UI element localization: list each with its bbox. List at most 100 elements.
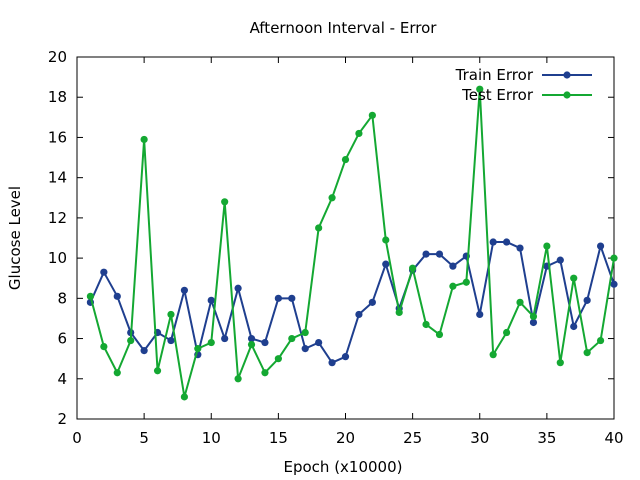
data-point [100,343,108,351]
data-point [368,298,376,306]
axis-ticks: 0 5 10 15 20 25 30 35 40 2 4 6 8 10 12 14 16 18 20 [48,48,624,447]
data-point [489,351,497,359]
data-point [435,330,444,339]
data-point [422,320,430,329]
data-point [596,336,605,345]
y-axis-label: Glucose Level [6,186,24,290]
data-point [596,242,605,250]
data-point [301,345,309,353]
data-point [583,296,591,304]
y-tick-label: 18 [48,88,67,106]
data-point [409,264,417,272]
data-point [315,338,323,347]
data-point [274,294,282,302]
y-tick-label: 6 [57,330,67,348]
data-point [503,238,511,246]
x-tick-label: 30 [470,429,489,447]
data-point [315,224,323,232]
y-tick-label: 20 [48,48,67,66]
data-point [489,238,497,246]
data-point [435,250,444,258]
data-point [140,347,148,355]
x-tick-label: 0 [72,429,82,447]
x-tick-label: 5 [139,429,149,447]
data-point [153,367,162,375]
data-point [516,244,524,252]
data-point [395,308,403,317]
data-point [355,310,363,319]
x-tick-label: 40 [604,429,623,447]
data-point [113,369,121,377]
data-point [543,242,551,250]
data-point [476,310,484,319]
x-tick-label: 25 [403,429,422,447]
data-point [234,375,242,383]
data-point [194,345,202,353]
data-point [247,334,256,343]
x-axis-label: Epoch (x10000) [284,458,403,476]
x-tick-label: 10 [202,429,221,447]
data-point [207,296,215,304]
data-point [328,359,336,367]
y-tick-label: 10 [48,249,67,267]
legend-swatch-marker [563,71,571,79]
y-tick-label: 4 [57,370,67,388]
data-point [328,194,336,202]
data-point [583,349,591,357]
x-tick-label: 35 [537,429,556,447]
data-point [127,336,135,345]
y-tick-label: 2 [57,410,67,428]
data-point [341,155,350,164]
data-point [288,294,296,302]
data-point [382,260,390,268]
data-point [368,111,376,119]
data-point [449,262,457,270]
y-tick-label: 16 [48,128,67,146]
data-point [86,292,95,300]
data-point [100,268,108,276]
legend-swatch-marker [563,91,571,99]
legend: Train Error Test Error [455,66,592,104]
data-point [570,274,578,282]
data-point [556,256,564,264]
data-point [476,85,484,93]
data-point [516,298,524,306]
data-point [610,254,618,262]
data-point [180,286,188,294]
data-point [355,129,363,138]
data-point [207,338,215,347]
data-point [301,328,309,337]
series-0 [86,238,618,367]
data-point [449,282,457,290]
series-line [89,241,615,364]
data-point [382,236,390,244]
data-point [462,278,470,286]
data-point [113,292,121,300]
data-point [529,318,538,327]
y-tick-label: 12 [48,209,67,227]
data-point [234,284,242,292]
x-tick-label: 15 [269,429,288,447]
data-point [570,322,578,331]
legend-label: Train Error [455,66,534,84]
series-line [89,88,615,398]
data-point [247,340,256,349]
data-point [556,359,564,367]
y-tick-label: 14 [48,169,67,187]
data-point [167,336,175,345]
legend-label: Test Error [461,86,534,104]
data-point [341,353,350,361]
data-point [274,355,282,363]
data-point [288,334,296,343]
chart-title: Afternoon Interval - Error [250,19,438,37]
data-point [167,310,175,319]
y-tick-label: 8 [57,289,67,307]
data-point [221,334,229,343]
series-layer [86,85,618,401]
data-point [503,328,511,337]
x-tick-label: 20 [336,429,355,447]
data-point [261,369,269,377]
data-point [261,338,269,347]
data-point [610,280,618,288]
